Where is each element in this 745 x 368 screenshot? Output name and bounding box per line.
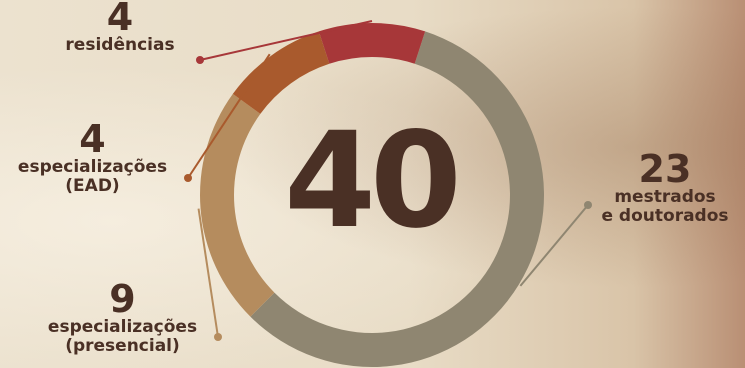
leader-dot-residencias <box>196 56 204 64</box>
slice-mestrados-e-doutorados <box>250 31 545 368</box>
label-residencias: 4 residências <box>45 0 195 55</box>
leader-line-especializacoes-ead <box>187 53 271 179</box>
label-text: (presencial) <box>65 335 180 356</box>
total-count: 40 <box>284 104 462 258</box>
leader-line-residencias <box>199 20 373 61</box>
label-especializacoes-ead: 4 especializações (EAD) <box>0 120 185 195</box>
leader-dot-especializacoes-ead <box>184 174 192 182</box>
slice-especializacoes-presencial <box>200 93 275 317</box>
leader-dot-especializacoes-presencial <box>214 333 222 341</box>
label-text: especializações <box>17 157 168 177</box>
slice-especializacoes-ead <box>232 31 330 114</box>
label-text: (EAD) <box>65 175 120 196</box>
leader-line-mestrados-e-doutorados <box>519 204 589 287</box>
label-text: especializações <box>47 317 198 337</box>
label-value: 4 <box>106 0 134 39</box>
label-mestrados-doutorados: 23 mestrados e doutorados <box>585 150 745 225</box>
label-value: 23 <box>638 147 692 191</box>
leader-dot-mestrados-e-doutorados <box>584 201 592 209</box>
label-value: 4 <box>79 117 106 161</box>
slice-residencias <box>318 23 426 64</box>
leader-line-especializacoes-presencial <box>197 208 219 338</box>
label-text: residências <box>65 35 175 55</box>
label-value: 9 <box>109 277 136 321</box>
label-text: mestrados <box>614 187 716 207</box>
label-text: e doutorados <box>601 205 729 226</box>
label-especializacoes-presencial: 9 especializações (presencial) <box>35 280 210 355</box>
